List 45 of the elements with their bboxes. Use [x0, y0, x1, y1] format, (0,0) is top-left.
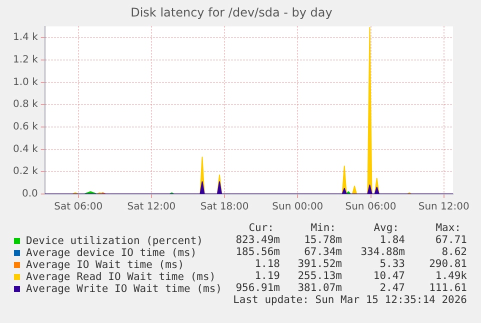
x-tick-label: Sun 00:00	[272, 202, 324, 213]
text: 1.49k	[435, 270, 467, 282]
text: Avg:	[374, 222, 399, 234]
text: Last update: Sun Mar 15 12:35:14 2026	[233, 294, 467, 306]
y-tick-label: 0.2 k	[13, 166, 38, 178]
y-tick-label: 1.4 k	[13, 32, 38, 44]
x-tick-label: Sat 18:00	[200, 202, 249, 213]
text: 67.34m	[304, 246, 342, 258]
y-tick-label: 0.6 k	[13, 122, 38, 133]
legend-label: Average device IO time (ms)	[26, 247, 197, 259]
text: Min:	[310, 222, 336, 234]
text: Cur:	[248, 222, 274, 234]
text: 823.49m	[236, 234, 280, 246]
text: 956.91m	[236, 282, 280, 294]
text: 1.18	[254, 258, 280, 270]
y-tick-label: 0.4 k	[13, 144, 38, 155]
y-tick-label: 0.0	[22, 188, 38, 200]
y-tick-label: 0.8 k	[13, 99, 38, 110]
x-tick-label: Sat 12:00	[127, 202, 176, 213]
legend-label: Average Read IO Wait time (ms)	[26, 271, 216, 283]
text: 1.84	[380, 234, 405, 246]
text: 5.33	[380, 258, 405, 270]
text: 111.61	[429, 282, 467, 294]
text: 334.88m	[360, 246, 405, 258]
chart-title: Disk latency for /dev/sda - by day	[130, 5, 332, 20]
legend-label: Average Write IO Wait time (ms)	[26, 283, 222, 295]
text: 381.07m	[298, 282, 342, 294]
text: Max:	[436, 222, 461, 234]
text: 185.56m	[236, 246, 280, 258]
text: 255.13m	[298, 270, 342, 282]
x-tick-label: Sun 06:00	[345, 202, 396, 213]
text: 391.52m	[298, 258, 342, 270]
text: 2.47	[380, 282, 405, 294]
text: 10.47	[373, 270, 405, 282]
y-tick-label: 1.0 k	[13, 76, 38, 88]
text: 67.71	[435, 234, 467, 246]
x-tick-label: Sun 12:00	[418, 202, 470, 213]
text: 1.19	[254, 270, 280, 282]
text: 290.81	[429, 258, 467, 270]
text: 8.62	[442, 246, 467, 258]
legend-label: Average IO Wait time (ms)	[26, 259, 184, 271]
x-tick-label: Sat 06:00	[54, 202, 103, 213]
legend-label: Device utilization (percent)	[26, 235, 204, 247]
text: 15.78m	[304, 234, 342, 246]
y-tick-label: 1.2 k	[13, 54, 38, 66]
